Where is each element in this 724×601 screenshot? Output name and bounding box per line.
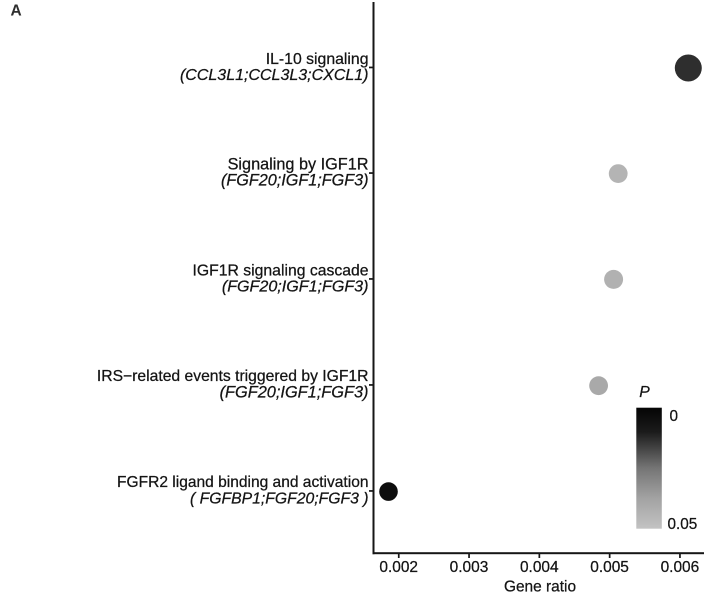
svg-text:0: 0 bbox=[670, 408, 679, 425]
svg-text:Gene ratio: Gene ratio bbox=[504, 579, 576, 596]
svg-text:0.002: 0.002 bbox=[379, 559, 418, 576]
svg-text:A: A bbox=[11, 3, 22, 20]
svg-text:Signaling by IGF1R: Signaling by IGF1R bbox=[228, 156, 369, 174]
svg-text:P: P bbox=[639, 384, 650, 401]
svg-text:0.004: 0.004 bbox=[520, 559, 559, 576]
svg-text:IGF1R signaling cascade: IGF1R signaling cascade bbox=[193, 262, 369, 279]
svg-text:(FGF20;IGF1;FGF3): (FGF20;IGF1;FGF3) bbox=[221, 172, 369, 190]
svg-text:IL-10 signaling: IL-10 signaling bbox=[266, 51, 369, 68]
svg-text:0.05: 0.05 bbox=[668, 516, 698, 533]
svg-text:FGFR2 ligand binding and activ: FGFR2 ligand binding and activation bbox=[117, 474, 369, 491]
svg-text:(FGF20;IGF1;FGF3): (FGF20;IGF1;FGF3) bbox=[220, 383, 369, 401]
svg-text:0.005: 0.005 bbox=[590, 559, 629, 576]
svg-text:0.003: 0.003 bbox=[450, 559, 489, 576]
svg-text:(FGF20;IGF1;FGF3): (FGF20;IGF1;FGF3) bbox=[222, 277, 369, 295]
svg-text:( FGFBP1;FGF20;FGF3 ): ( FGFBP1;FGF20;FGF3 ) bbox=[190, 490, 369, 507]
svg-text:(CCL3L1;CCL3L3;CXCL1): (CCL3L1;CCL3L3;CXCL1) bbox=[180, 67, 369, 84]
svg-text:0.006: 0.006 bbox=[661, 559, 700, 576]
svg-text:IRS−related events triggered b: IRS−related events triggered by IGF1R bbox=[97, 368, 369, 385]
